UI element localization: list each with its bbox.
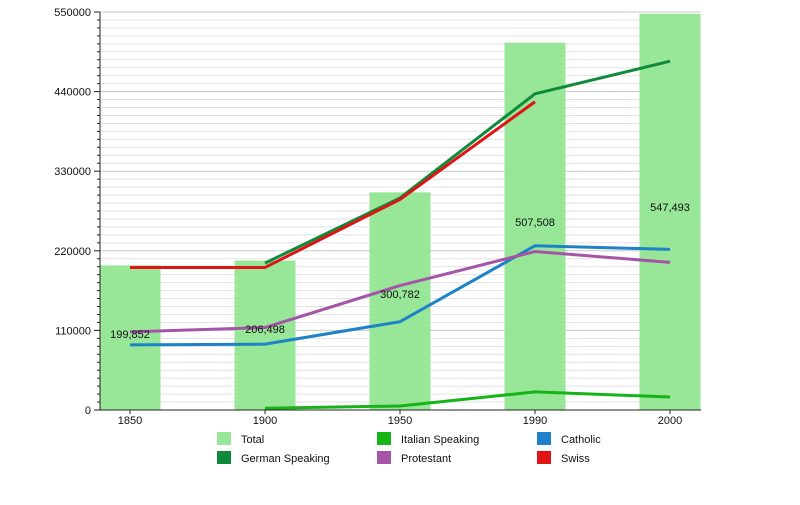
legend-label: Total [241,434,264,446]
legend-item-italian-speaking: Italian Speaking [377,432,479,446]
legend-swatch [217,451,231,464]
bar-total-1990 [504,42,566,411]
line-swiss [130,100,536,269]
legend-swatch [537,432,551,445]
legend-label: Protestant [401,453,451,465]
x-tick-label: 1900 [253,415,277,427]
y-tick-label: 330000 [54,166,91,178]
bar-layer [99,13,701,411]
data-label-1950: 300,782 [380,289,420,301]
line-italian-speaking [264,390,671,410]
legend-swatch [217,432,231,445]
legend-label: German Speaking [241,453,330,465]
bar-total-1950 [369,192,431,410]
y-tick-label: 550000 [54,7,91,19]
legend-label: Italian Speaking [401,434,479,446]
line-protestant [129,250,671,334]
legend-swatch [377,451,391,464]
axis-layer: 0 110000 220000 330000 440000 550000 1850 1900 1… [54,7,701,427]
legend: Total Italian Speaking Catholic German Spea… [217,432,601,465]
data-label-1850: 199,852 [110,329,150,341]
data-label-1990: 507,508 [515,217,555,229]
data-label-1900: 206,498 [245,324,285,336]
legend-item-swiss: Swiss [537,451,590,465]
x-tick-label: 2000 [658,415,682,427]
x-tick-label: 1850 [118,415,142,427]
legend-item-catholic: Catholic [537,432,601,446]
legend-label: Catholic [561,434,601,446]
y-tick-label: 0 [85,405,91,417]
legend-item-total: Total [217,432,264,446]
bar-total-1900 [234,260,296,410]
line-catholic [129,244,671,347]
legend-item-protestant: Protestant [377,451,451,465]
y-tick-label: 440000 [54,87,91,99]
y-tick-label: 110000 [55,325,91,337]
label-layer: 199,852 206,498 300,782 507,508 547,493 [110,202,690,341]
x-tick-label: 1990 [523,415,547,427]
legend-swatch [377,432,391,445]
line-german-speaking [264,59,671,265]
line-layer [129,59,671,410]
data-label-2000: 547,493 [650,202,690,214]
legend-label: Swiss [561,453,590,465]
legend-item-german-speaking: German Speaking [217,451,330,465]
bar-total-1850 [99,265,161,410]
bar-total-2000 [639,13,701,411]
y-tick-label: 220000 [54,246,91,258]
x-tick-label: 1950 [388,415,412,427]
legend-swatch [537,451,551,464]
